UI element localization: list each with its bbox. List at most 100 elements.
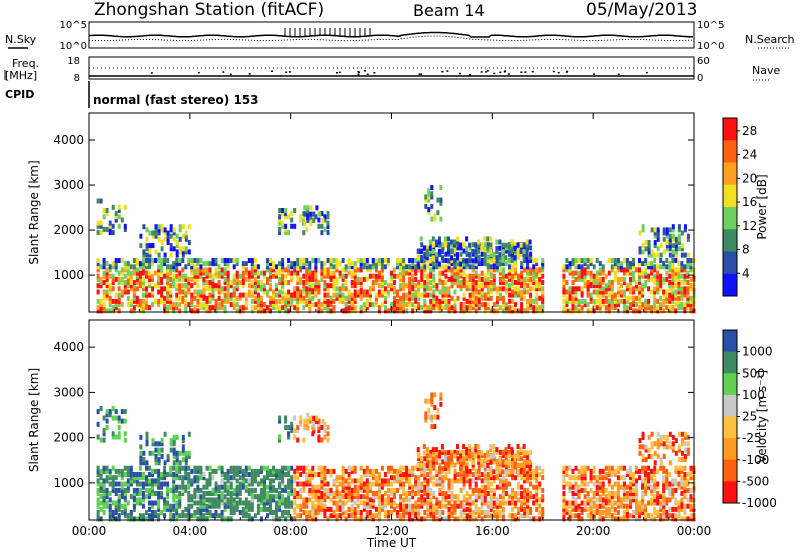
- data-cell: [420, 283, 424, 289]
- data-cell: [471, 516, 475, 522]
- data-cell: [662, 516, 666, 522]
- data-cell: [166, 487, 170, 493]
- data-cell: [662, 478, 666, 484]
- data-cell: [492, 475, 496, 481]
- data-cell: [689, 503, 693, 509]
- data-cell: [453, 468, 457, 474]
- data-cell: [329, 258, 333, 263]
- data-cell: [514, 292, 517, 298]
- data-cell: [99, 406, 103, 411]
- data-cell: [350, 497, 354, 503]
- data-cell: [571, 305, 575, 311]
- cpid-text: normal (fast stereo) 153: [93, 93, 259, 107]
- data-cell: [689, 468, 693, 474]
- data-cell: [163, 500, 167, 506]
- data-cell: [181, 465, 185, 471]
- data-cell: [568, 289, 572, 295]
- data-cell: [674, 273, 678, 279]
- data-cell: [674, 240, 678, 245]
- data-cell: [489, 249, 493, 254]
- data-cell: [320, 494, 324, 500]
- data-cell: [429, 497, 433, 503]
- data-cell: [169, 516, 173, 522]
- data-cell: [142, 450, 146, 456]
- data-cell: [517, 491, 520, 496]
- data-cell: [238, 273, 242, 279]
- data-cell: [486, 255, 490, 261]
- data-cell: [202, 491, 206, 496]
- data-cell: [220, 513, 224, 519]
- data-cell: [402, 487, 406, 493]
- data-cell: [689, 302, 693, 308]
- data-cell: [117, 204, 121, 210]
- data-cell: [538, 465, 542, 471]
- data-cell: [423, 516, 427, 522]
- data-cell: [629, 270, 632, 276]
- data-cell: [532, 276, 536, 282]
- data-cell: [323, 226, 327, 232]
- data-cell: [495, 255, 499, 261]
- data-cell: [157, 227, 161, 233]
- data-cell: [151, 468, 154, 474]
- data-cell: [489, 497, 493, 503]
- data-cell: [299, 494, 303, 500]
- data-cell: [247, 516, 251, 522]
- data-cell: [459, 305, 463, 311]
- data-cell: [163, 302, 167, 308]
- data-cell: [272, 510, 275, 515]
- data-cell: [447, 264, 451, 270]
- data-cell: [214, 302, 218, 308]
- data-cell: [383, 295, 387, 301]
- data-cell: [160, 491, 164, 496]
- data-cell: [117, 516, 121, 522]
- y-tick-label: 4000: [53, 133, 84, 147]
- data-cell: [223, 258, 227, 263]
- data-cell: [108, 220, 112, 226]
- data-cell: [238, 491, 242, 496]
- data-cell: [402, 273, 406, 279]
- data-cell: [114, 267, 118, 273]
- data-cell: [208, 273, 212, 279]
- data-cell: [365, 289, 369, 295]
- data-cell: [272, 472, 275, 477]
- data-cell: [474, 283, 478, 289]
- data-cell: [641, 261, 645, 267]
- data-cell: [96, 283, 100, 289]
- data-cell: [595, 258, 599, 263]
- data-cell: [465, 280, 469, 285]
- data-cell: [278, 230, 282, 236]
- data-cell: [187, 478, 191, 484]
- data-cell: [241, 270, 245, 276]
- data-cell: [244, 506, 248, 512]
- data-cell: [129, 510, 133, 515]
- data-cell: [287, 425, 291, 430]
- data-cell: [610, 484, 614, 490]
- data-cell: [184, 276, 188, 282]
- data-cell: [172, 273, 176, 279]
- data-cell: [526, 308, 530, 314]
- data-cell: [616, 503, 620, 509]
- data-cell: [508, 298, 511, 304]
- data-cell: [425, 252, 429, 258]
- data-cell: [160, 447, 164, 453]
- data-cell: [244, 305, 248, 311]
- data-cell: [256, 481, 260, 487]
- data-cell: [169, 227, 173, 233]
- data-cell: [595, 280, 599, 285]
- data-cell: [341, 298, 345, 304]
- data-cell: [332, 280, 336, 285]
- data-cell: [462, 468, 466, 474]
- data-cell: [604, 513, 608, 519]
- data-cell: [344, 510, 348, 515]
- data-cell: [163, 305, 167, 311]
- data-cell: [535, 465, 539, 471]
- data-cell: [438, 449, 442, 455]
- data-cell: [123, 264, 127, 270]
- data-cell: [347, 506, 351, 512]
- data-cell: [562, 280, 566, 285]
- data-cell: [511, 462, 514, 468]
- data-cell: [196, 298, 200, 304]
- data-cell: [226, 475, 230, 481]
- data-cell: [480, 478, 484, 484]
- data-cell: [317, 506, 321, 512]
